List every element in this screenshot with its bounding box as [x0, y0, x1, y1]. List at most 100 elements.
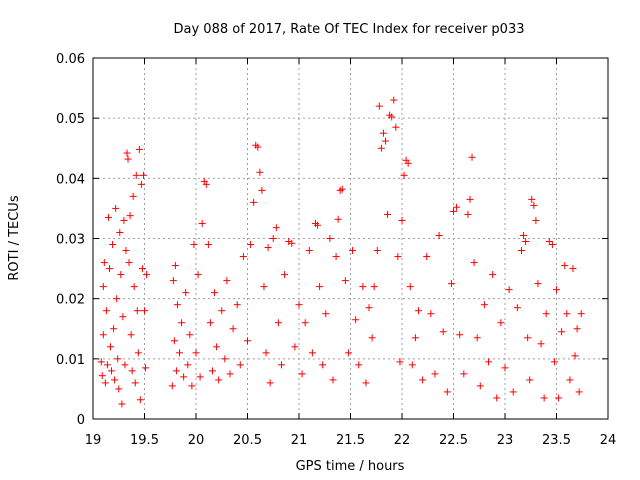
data-point	[563, 310, 571, 318]
data-point	[116, 228, 124, 236]
x-tick-label: 22.5	[439, 433, 468, 448]
data-point	[264, 244, 272, 252]
data-point	[99, 283, 107, 291]
data-point	[250, 198, 258, 206]
data-point	[269, 235, 277, 242]
x-tick-label: 23.5	[542, 433, 571, 448]
data-point	[172, 367, 180, 375]
data-point	[244, 337, 251, 345]
data-point	[291, 343, 299, 351]
y-tick-label: 0.03	[56, 233, 85, 248]
data-point	[295, 301, 303, 309]
x-axis-label: GPS time / hours	[296, 459, 405, 474]
data-point	[326, 235, 334, 242]
data-point	[400, 171, 408, 179]
data-point	[109, 241, 117, 249]
data-point	[256, 168, 264, 176]
data-point	[362, 379, 370, 387]
data-point	[239, 253, 247, 261]
data-point	[550, 358, 558, 366]
data-point	[204, 241, 212, 249]
data-point	[480, 301, 488, 309]
data-point	[215, 376, 223, 384]
data-point	[542, 310, 550, 318]
data-point	[456, 331, 464, 339]
data-point	[524, 334, 532, 342]
data-point	[97, 358, 105, 366]
data-point	[107, 343, 115, 351]
data-point	[322, 310, 330, 318]
data-point	[314, 221, 322, 229]
data-point	[466, 195, 474, 203]
data-point	[188, 382, 196, 390]
data-point	[493, 394, 501, 402]
data-point	[379, 129, 387, 137]
data-point	[288, 239, 296, 247]
data-point	[447, 280, 455, 288]
data-point	[190, 241, 198, 249]
axis-ticks: 19 19.5 20 20.5 21 21.5 22 22.5 23 23.5 24 0 0.01 0.0…	[56, 52, 616, 448]
y-tick-label: 0.04	[56, 172, 85, 187]
data-point	[110, 325, 118, 333]
data-point	[285, 238, 293, 246]
data-point	[202, 180, 210, 188]
x-tick-label: 20	[188, 433, 205, 448]
x-tick-label: 23	[497, 433, 514, 448]
data-point	[497, 319, 505, 327]
data-point	[419, 376, 427, 384]
data-point	[308, 349, 316, 357]
data-point	[468, 153, 476, 161]
data-point	[266, 379, 274, 387]
data-point	[277, 361, 285, 369]
data-point	[431, 370, 439, 378]
data-points	[97, 96, 585, 408]
data-point	[142, 364, 150, 372]
data-point	[138, 265, 146, 273]
data-point	[272, 224, 280, 232]
data-point	[218, 307, 226, 315]
data-point	[414, 307, 422, 315]
data-point	[132, 171, 140, 179]
data-point	[305, 247, 313, 255]
data-point	[450, 207, 457, 215]
y-tick-label: 0.06	[56, 52, 85, 67]
data-point	[404, 159, 412, 167]
y-tick-label: 0.05	[56, 112, 85, 127]
y-tick-label: 0	[77, 413, 85, 428]
x-tick-label: 20.5	[233, 433, 262, 448]
data-point	[108, 367, 116, 375]
data-point	[103, 361, 111, 369]
data-point	[281, 271, 289, 279]
data-point	[573, 325, 581, 333]
data-point	[530, 201, 538, 209]
data-point	[274, 319, 282, 327]
data-point	[334, 215, 342, 223]
data-point	[509, 388, 517, 396]
data-point	[113, 295, 121, 303]
data-point	[262, 349, 270, 357]
data-point	[105, 265, 113, 273]
data-point	[352, 316, 360, 324]
data-point	[537, 340, 545, 348]
x-tick-label: 22	[394, 433, 411, 448]
data-point	[117, 271, 125, 279]
data-point	[102, 307, 110, 315]
data-point	[566, 376, 574, 384]
data-point	[133, 307, 141, 315]
data-point	[464, 210, 472, 218]
data-point	[206, 319, 214, 327]
data-point	[390, 96, 398, 104]
data-point	[528, 195, 536, 203]
data-point	[134, 349, 142, 357]
data-point	[513, 304, 521, 312]
data-point	[505, 286, 513, 294]
y-tick-label: 0.01	[56, 353, 85, 368]
data-point	[120, 216, 128, 224]
data-point	[394, 253, 402, 261]
data-point	[260, 283, 268, 291]
data-point	[129, 192, 137, 200]
data-point	[127, 331, 135, 339]
data-point	[423, 253, 431, 261]
data-point	[349, 247, 357, 255]
data-point	[211, 289, 219, 297]
